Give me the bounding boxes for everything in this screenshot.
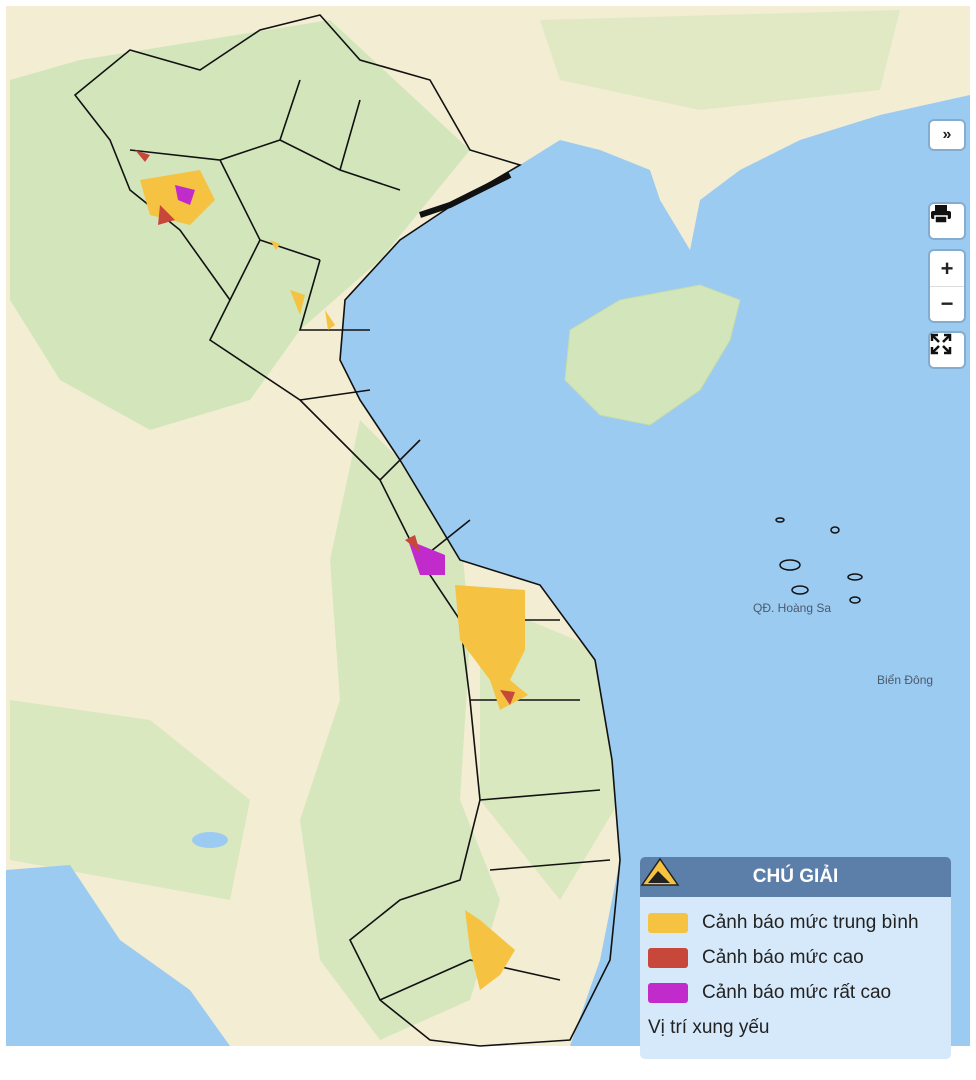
zone-medium	[465, 910, 515, 990]
high-swatch	[648, 947, 688, 968]
zone-high	[500, 690, 515, 705]
ha-long-islands	[419, 172, 512, 218]
zone-medium	[270, 240, 335, 330]
fullscreen-button[interactable]	[930, 333, 964, 367]
legend-item-vulnerable: Vị trí xung yếu	[640, 857, 951, 1045]
zone-high	[405, 535, 420, 552]
hainan-island	[564, 284, 741, 426]
double-chevron-right-icon: »	[942, 126, 952, 143]
paracel-label: QĐ. Hoàng Sa	[753, 601, 832, 615]
printer-icon	[931, 205, 951, 224]
legend-item-very-high: Cảnh báo mức rất cao	[640, 975, 951, 1010]
legend-item-high: Cảnh báo mức cao	[640, 940, 951, 975]
legend-label: Vị trí xung yếu	[648, 1016, 770, 1038]
collapse-panel-button[interactable]: »	[930, 121, 964, 149]
landslide-warning-icon	[640, 857, 680, 886]
zone-high	[135, 150, 150, 162]
zone-medium	[455, 585, 528, 710]
paracel-islands	[775, 517, 863, 604]
zoom-control: + −	[930, 251, 964, 321]
zoom-in-button[interactable]: +	[930, 251, 964, 287]
legend-label: Cảnh báo mức rất cao	[702, 981, 892, 1003]
expand-icon	[930, 333, 952, 355]
medium-swatch	[648, 912, 688, 933]
zone-high	[158, 205, 175, 225]
very-high-swatch	[648, 982, 688, 1003]
zoom-out-button[interactable]: −	[940, 291, 954, 316]
sea	[340, 95, 970, 1046]
lake	[192, 832, 228, 848]
east-sea-label: Biển Đông	[877, 673, 934, 687]
province-borders	[73, 14, 621, 1047]
legend-label: Cảnh báo mức cao	[702, 946, 864, 968]
legend-panel: CHÚ GIẢI Cảnh báo mức trung bình Cảnh bá…	[640, 857, 951, 1059]
legend-title: CHÚ GIẢI	[640, 857, 951, 897]
zone-very-high	[175, 185, 195, 205]
forest-areas	[10, 10, 900, 1040]
gulf-of-thailand	[6, 865, 230, 1046]
print-button[interactable]	[930, 204, 964, 238]
warning-zones	[135, 150, 528, 990]
legend-label: Cảnh báo mức trung bình	[702, 911, 919, 933]
legend-item-medium: Cảnh báo mức trung bình	[640, 905, 951, 940]
